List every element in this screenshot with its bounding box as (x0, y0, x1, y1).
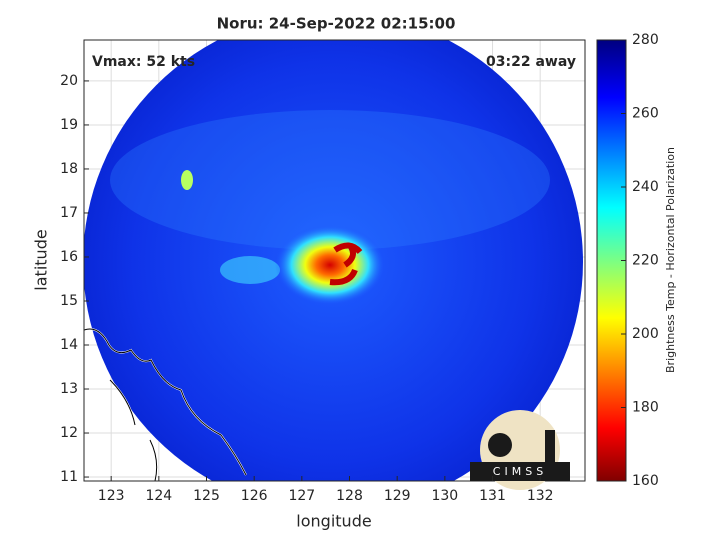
x-tick-label: 131 (479, 488, 506, 504)
x-tick-label: 125 (193, 488, 220, 504)
cell (181, 170, 193, 190)
eyewall (275, 225, 385, 305)
x-tick-label: 124 (145, 488, 172, 504)
logo-text: CIMSS (493, 465, 547, 478)
logo-bar (470, 462, 570, 481)
y-tick-label: 18 (60, 161, 78, 177)
colorbar-tick-label: 200 (632, 326, 659, 342)
annotation: 03:22 away (486, 54, 576, 70)
y-tick-label: 13 (60, 381, 78, 397)
x-axis-label: longitude (296, 512, 371, 531)
image (84, 40, 585, 481)
x-tick-label: 126 (241, 488, 268, 504)
y-tick-label: 11 (60, 469, 78, 485)
colorbar-tick-label: 160 (632, 473, 659, 489)
colorbar-tick-label: 280 (632, 32, 659, 48)
coastline (84, 328, 247, 481)
x-tick-label: 123 (98, 488, 125, 504)
x-tick-label: 128 (336, 488, 363, 504)
colorbar-label: Brightness Temp - Horizontal Polarizatio… (664, 147, 677, 373)
axes-frame (83, 39, 586, 482)
y-tick-label: 17 (60, 205, 78, 221)
x-tick-label: 127 (288, 488, 315, 504)
colorbar-tick-label: 220 (632, 253, 659, 269)
eyewall (329, 242, 363, 286)
colorbar-tick-label: 240 (632, 179, 659, 195)
x-tick-label: 129 (384, 488, 411, 504)
colorbar-tick-label: 260 (632, 106, 659, 122)
y-tick-label: 16 (60, 249, 78, 265)
x-tick-label: 132 (527, 488, 554, 504)
y-tick-label: 14 (60, 337, 78, 353)
y-axis-label: latitude (32, 229, 51, 290)
band (220, 256, 280, 284)
y-tick-label: 15 (60, 293, 78, 309)
band (110, 110, 550, 250)
x-tick-label: 130 (431, 488, 458, 504)
chart-title: Noru: 24-Sep-2022 02:15:00 (217, 15, 456, 33)
annotation: Vmax: 52 kts (92, 54, 195, 70)
y-tick-label: 20 (60, 73, 78, 89)
logo: CIMSS (470, 410, 570, 490)
logo-tower (545, 430, 555, 462)
logo-dish (488, 433, 512, 457)
y-tick-label: 12 (60, 425, 78, 441)
colorbar-tick-label: 180 (632, 400, 659, 416)
y-tick-label: 19 (60, 117, 78, 133)
